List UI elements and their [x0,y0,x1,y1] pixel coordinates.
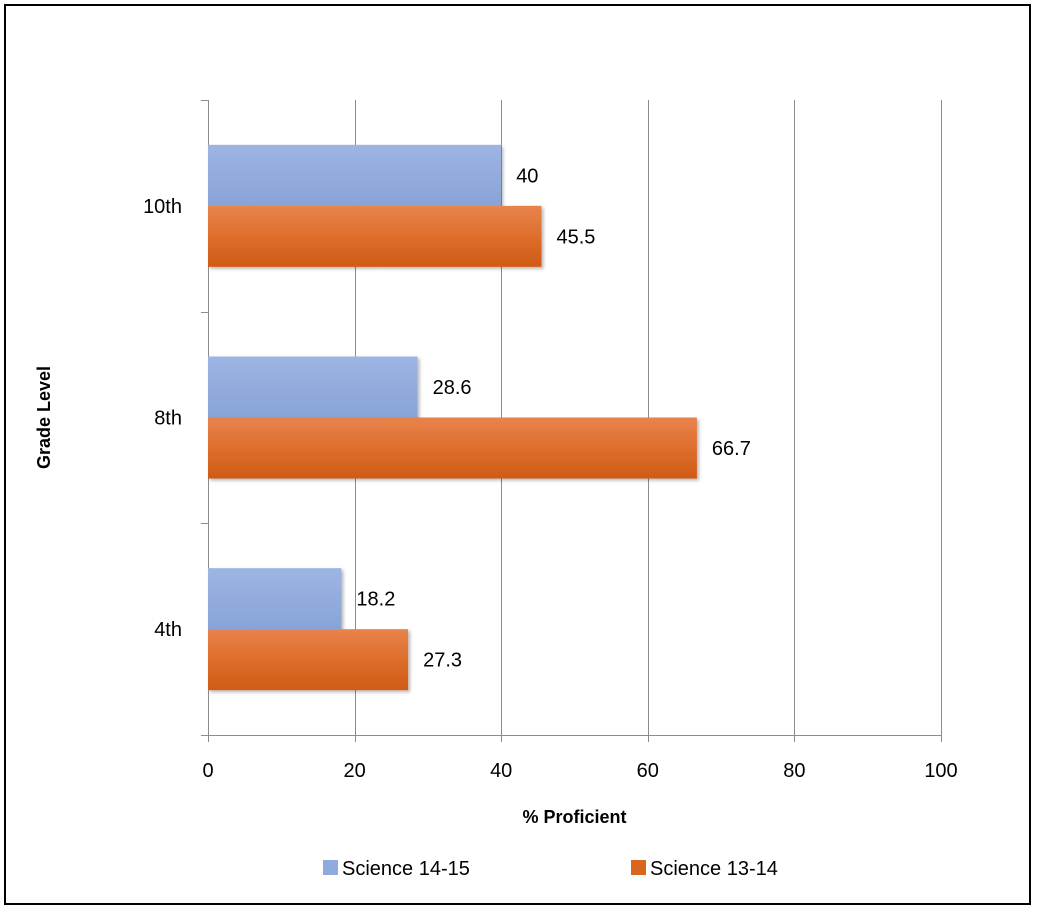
data-label-10th-science-14-15: 40 [516,165,538,187]
bar-4th-science-13-14 [208,629,409,691]
data-label-4th-science-14-15: 18.2 [356,589,395,611]
x-tick-label-100: 100 [924,760,957,782]
bar-10th-science-14-15 [208,144,502,206]
x-tick-label-80: 80 [783,760,805,782]
x-tick-label-60: 60 [637,760,659,782]
y-axis-title: Grade Level [34,366,54,469]
x-axis-title: % Proficient [522,807,626,827]
legend: Science 14-15 Science 13-14 [323,858,778,880]
labels: 0 20 40 60 80 100 10th 40 45.5 8th 28.6 66.7 4th 18.2… [34,165,958,827]
y-tick-label-4th: 4th [154,619,182,641]
x-tick-label-20: 20 [343,760,365,782]
data-label-8th-science-13-14: 66.7 [712,438,751,460]
legend-label-science-14-15: Science 14-15 [342,858,470,880]
data-label-4th-science-13-14: 27.3 [423,650,462,672]
y-tick-label-8th: 8th [154,408,182,430]
data-label-8th-science-14-15: 28.6 [433,377,472,399]
x-tick-label-40: 40 [490,760,512,782]
legend-swatch-science-13-14 [631,860,646,875]
y-tick-label-10th: 10th [143,196,182,218]
bar-10th-science-13-14 [208,205,542,267]
bar-4th-science-14-15 [208,568,342,630]
legend-label-science-13-14: Science 13-14 [650,858,778,880]
x-tick-label-0: 0 [202,760,213,782]
bar-8th-science-13-14 [208,417,697,479]
legend-swatch-science-14-15 [323,860,338,875]
bar-8th-science-14-15 [208,356,418,418]
data-label-10th-science-13-14: 45.5 [557,226,596,248]
bars [208,144,697,691]
